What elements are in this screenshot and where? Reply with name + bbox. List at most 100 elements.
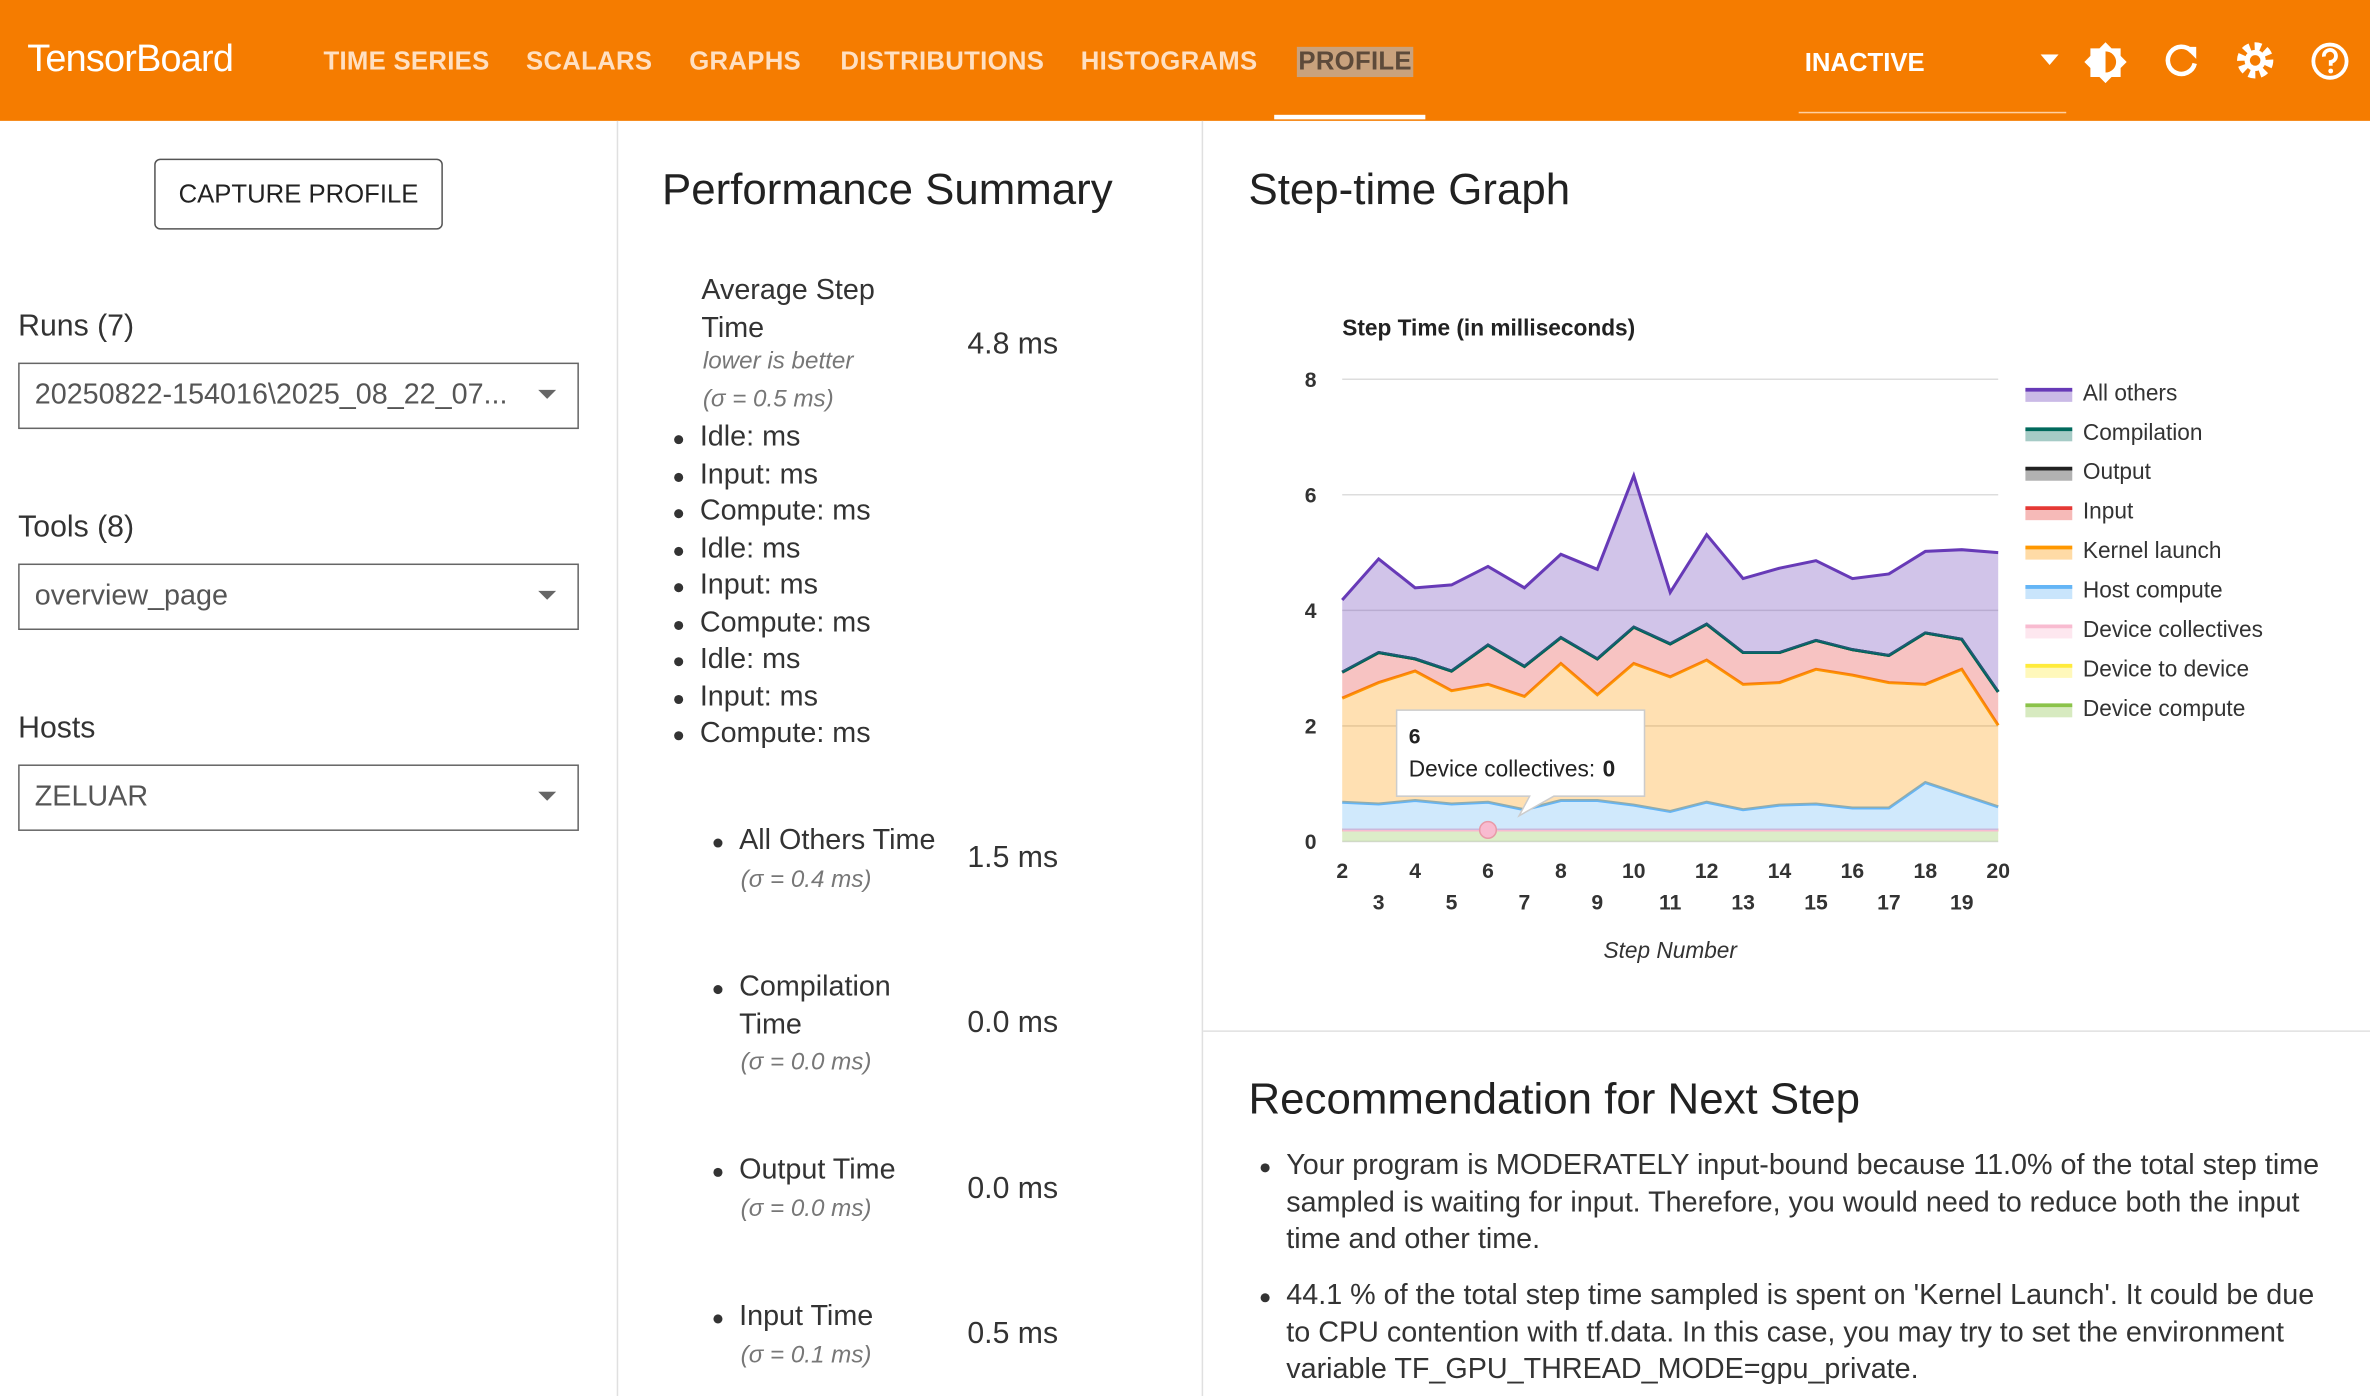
x-tick-label: 11 (1659, 892, 1682, 915)
item-value: 0.0 ms (967, 1172, 1059, 1206)
nav-tab[interactable]: TIME SERIES (323, 46, 490, 76)
nav-tab[interactable]: PROFILE (1296, 46, 1414, 78)
x-tick-label: 18 (1914, 860, 1938, 883)
breakdown-item: Input: ms (699, 458, 818, 491)
tooltip-value: 0 (1603, 756, 1616, 782)
breakdown-item: Idle: ms (699, 643, 801, 676)
item-label: Input Time (739, 1300, 874, 1333)
bullet (713, 1314, 723, 1324)
x-tick-label: 17 (1877, 892, 1901, 915)
tooltip-box (1395, 709, 1646, 818)
summary-title: Performance Summary (662, 166, 1113, 215)
area-fill (1342, 829, 1999, 842)
theme-icon[interactable] (2083, 39, 2128, 84)
item-sigma: (σ = 0.0 ms) (740, 1195, 872, 1222)
legend-label: Input (2083, 498, 2134, 524)
area-fill (1342, 624, 1999, 726)
y-tick-label: 2 (1305, 715, 1317, 738)
hosts-label: Hosts (18, 711, 96, 745)
breakdown-item: Input: ms (699, 680, 818, 713)
breakdown-item: Compute: ms (699, 717, 871, 750)
area-line (1342, 780, 1999, 814)
average-value: 4.8 ms (967, 327, 1059, 362)
recommendation-item: 44.1 % of the total step time sampled is… (1286, 1279, 2315, 1386)
area-line (1341, 622, 2000, 693)
x-tick-label: 2 (1336, 860, 1348, 883)
breakdown-item: Idle: ms (699, 532, 801, 565)
bullet (674, 694, 684, 704)
runs-label: Runs (7) (18, 309, 135, 343)
bullet (713, 985, 723, 995)
item-label: All Others Time (739, 824, 936, 857)
active-tab-indicator (1274, 114, 1426, 120)
hosts-value: ZELUAR (34, 781, 149, 813)
x-tick-label: 5 (1446, 892, 1458, 915)
divider (1203, 1030, 2370, 1032)
help-icon[interactable] (2310, 41, 2351, 82)
status-underline (1798, 111, 2067, 114)
tools-select[interactable]: overview_page (18, 563, 579, 631)
status-dropdown[interactable] (2040, 54, 2059, 66)
runs-select[interactable]: 20250822-154016\2025_08_22_07... (18, 362, 579, 430)
settings-icon[interactable] (2234, 39, 2276, 81)
legend-label: Device collectives (2083, 616, 2263, 642)
legend-swatch (2025, 508, 2073, 521)
tooltip-label: Device collectives: (1409, 756, 1595, 782)
legend-label: Host compute (2083, 577, 2223, 603)
x-tick-label: 20 (1986, 860, 2010, 883)
legend-label: All others (2083, 379, 2177, 405)
hosts-select[interactable]: ZELUAR (18, 764, 579, 831)
bullet (674, 731, 684, 741)
y-tick-label: 6 (1305, 484, 1317, 507)
x-tick-label: 10 (1622, 860, 1646, 883)
legend-swatch (2025, 468, 2073, 481)
x-tick-label: 13 (1731, 892, 1755, 915)
nav-tab[interactable]: DISTRIBUTIONS (840, 46, 1045, 76)
x-tick-label: 7 (1519, 892, 1531, 915)
nav-tab[interactable]: HISTOGRAMS (1080, 46, 1258, 76)
tools-label: Tools (8) (18, 510, 135, 544)
nav-tab[interactable]: SCALARS (526, 46, 653, 76)
item-sigma: (σ = 0.1 ms) (740, 1342, 872, 1369)
item-label: Compilation Time (739, 971, 891, 1041)
x-tick-label: 12 (1695, 860, 1719, 883)
area-fill (1342, 475, 1999, 692)
average-label: Average Step Time (701, 274, 875, 344)
tooltip-marker (1478, 820, 1498, 840)
area-fill (1342, 782, 1999, 830)
item-value: 1.5 ms (967, 841, 1059, 875)
bullet (1260, 1163, 1270, 1173)
x-axis-label: Step Number (1603, 937, 1738, 963)
legend-swatch (2025, 705, 2073, 718)
average-note: lower is better (702, 348, 854, 375)
y-tick-label: 0 (1305, 831, 1317, 854)
area-line (1341, 471, 1999, 601)
legend-swatch (2025, 389, 2073, 402)
tools-value: overview_page (34, 580, 228, 612)
legend-label: Kernel launch (2083, 537, 2222, 563)
graph-title: Step-time Graph (1248, 166, 1571, 215)
recommendation-item: Your program is MODERATELY input-bound b… (1286, 1149, 2320, 1256)
refresh-icon[interactable] (2161, 42, 2200, 81)
nav-tab[interactable]: GRAPHS (689, 46, 802, 76)
item-label: Output Time (739, 1154, 896, 1186)
capture-profile-button[interactable]: CAPTURE PROFILE (154, 158, 443, 230)
run-status[interactable]: INACTIVE (1804, 48, 1925, 78)
recommendation-title: Recommendation for Next Step (1248, 1075, 1861, 1125)
legend-label: Device compute (2083, 695, 2245, 721)
x-tick-label: 19 (1950, 892, 1974, 915)
bullet (713, 1167, 723, 1177)
item-value: 0.5 ms (967, 1317, 1059, 1351)
item-sigma: (σ = 0.0 ms) (740, 1050, 872, 1076)
item-sigma: (σ = 0.4 ms) (740, 866, 872, 893)
x-tick-label: 8 (1555, 860, 1567, 883)
legend-swatch (2025, 547, 2073, 560)
bullet (674, 435, 684, 445)
legend-label: Output (2083, 458, 2152, 484)
brand[interactable]: TensorBoard (27, 37, 234, 81)
item-value: 0.0 ms (967, 1006, 1059, 1040)
top-bar: TensorBoard TIME SERIES SCALARS GRAPHS DIST… (0, 0, 2370, 121)
bullet (713, 838, 723, 848)
